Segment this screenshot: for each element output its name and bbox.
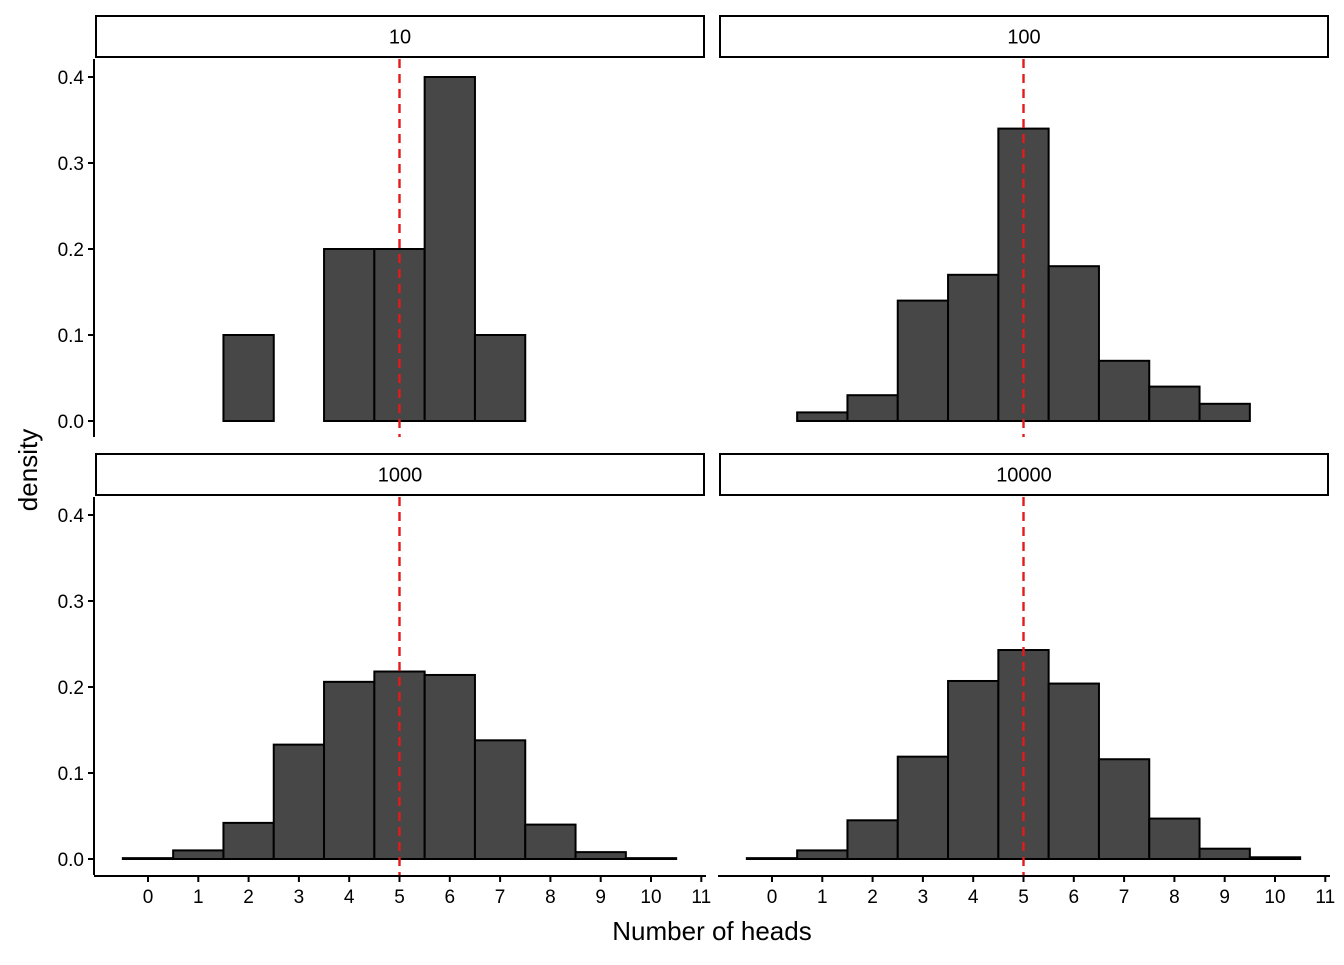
x-tick-label: 9 [595,887,606,908]
histogram-bar [624,857,678,861]
facet-strip-label: 10 [389,27,411,49]
histogram-bar [222,821,275,861]
x-tick-label: 6 [1069,887,1080,908]
x-tick-label: 6 [445,887,456,908]
histogram-bar [272,743,326,860]
histogram-bar [796,411,849,422]
histogram-bar [1047,682,1100,860]
x-tick-label: 11 [1315,887,1335,908]
histogram-bar [323,248,376,422]
histogram-bar [473,739,527,861]
y-tick-label: 0.1 [58,764,84,785]
x-tick-label: 0 [143,887,154,908]
histogram-bar [423,673,476,861]
histogram-bar [846,394,899,423]
facet-strip-label: 1000 [378,465,423,487]
histogram-bar [524,823,577,860]
histogram-bar [947,679,1000,860]
panel-100: 100 [719,15,1329,437]
histogram-bar [323,680,376,861]
x-tick-label: 3 [918,887,929,908]
x-tick-label: 8 [545,887,556,908]
x-tick-label: 10 [640,887,661,908]
y-tick-label: 0.4 [58,506,85,527]
y-tick-label: 0.1 [58,326,84,347]
histogram-bar [473,334,527,422]
histogram-bar [1097,359,1151,422]
x-tick-label: 5 [1018,887,1029,908]
histogram-bar [1198,847,1251,860]
facet-strip-box [719,15,1329,58]
histogram-bar [1148,385,1201,423]
histogram-bar [121,857,175,861]
x-tick-label: 5 [394,887,405,908]
facet-strip-label: 100 [1007,27,1040,49]
x-tick-label: 10 [1264,887,1285,908]
x-tick-label: 1 [817,887,828,908]
x-tick-label: 2 [243,887,254,908]
histogram-bar [1198,402,1251,422]
y-tick-label: 0.2 [58,240,84,261]
x-tick-label: 7 [1119,887,1130,908]
facet-strip-box [95,453,705,496]
histogram-bar [1248,856,1302,861]
x-tick-label: 11 [691,887,711,908]
y-tick-label: 0.0 [58,850,84,871]
x-tick-label: 2 [867,887,878,908]
x-tick-label: 4 [968,887,979,908]
facet-strip-box [719,453,1329,496]
x-tick-label: 8 [1169,887,1180,908]
y-tick-label: 0.2 [58,678,84,699]
histogram-bar [1097,758,1151,860]
histogram-bar [846,819,899,860]
histogram-bar [1047,265,1100,423]
x-tick-label: 4 [344,887,355,908]
x-tick-label: 0 [767,887,778,908]
panel-1000: 1000 0.0 0.1 0.2 0.3 0.4 0 1 2 3 4 5 6 7 8 9 10 11 [58,453,711,908]
x-tick-label: 7 [495,887,506,908]
histogram-bar [172,849,225,861]
histogram-bar [222,334,275,422]
histogram-bar [423,76,476,422]
facet-strip-box [95,15,705,58]
y-axis-title: density [13,429,43,511]
x-tick-label: 3 [294,887,305,908]
x-axis-title: Number of heads [612,916,811,946]
y-tick-label: 0.4 [58,68,85,89]
y-tick-label: 0.3 [58,592,84,613]
histogram-bar [896,299,950,423]
y-tick-label: 0.3 [58,154,84,175]
histogram-bar [574,851,627,860]
histogram-bar [745,857,799,861]
x-tick-label: 1 [193,887,204,908]
panel-10000: 10000 0 1 2 3 4 5 6 7 8 9 10 11 [718,453,1335,908]
x-tick-label: 9 [1219,887,1230,908]
histogram-bar [947,273,1000,422]
histogram-bar [1148,817,1201,861]
panel-10: 10 0.0 0.1 0.2 0.3 0.4 [58,15,705,437]
histogram-bar [796,849,849,861]
histogram-bar [896,755,950,860]
facet-strip-label: 10000 [996,465,1052,487]
y-tick-label: 0.0 [58,412,84,433]
